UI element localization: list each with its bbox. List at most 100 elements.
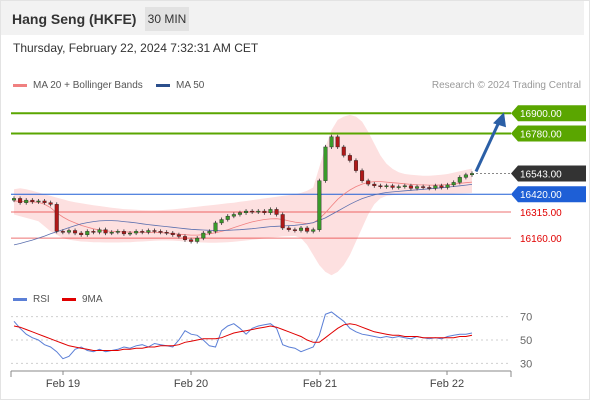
candle-body	[42, 200, 47, 203]
candle-body	[402, 185, 407, 187]
candle-body	[73, 230, 78, 234]
candle-body	[384, 185, 389, 187]
candle-body	[54, 204, 59, 232]
candle-body	[317, 180, 322, 230]
legend-ma50-swatch	[156, 84, 170, 87]
candle-body	[378, 185, 383, 187]
rsi-tick-30: 30	[520, 358, 532, 370]
rsi-line	[13, 311, 473, 360]
candle-body	[170, 232, 175, 235]
candle-body	[225, 215, 230, 220]
candle-body	[250, 210, 255, 213]
level-label-16420: 16420.00	[520, 190, 562, 201]
candle-body	[421, 186, 426, 188]
candle-body	[158, 231, 163, 233]
level-label-16780: 16780.00	[520, 129, 562, 140]
interval-selector[interactable]: 30 MIN	[145, 7, 189, 31]
candle-body	[60, 231, 65, 233]
candle-body	[152, 230, 157, 232]
candle-body	[299, 227, 304, 231]
candles	[11, 134, 475, 244]
candle-body	[470, 173, 475, 176]
candle-body	[103, 229, 108, 234]
level-label-16160: 16160.00	[520, 234, 562, 245]
projection-arrowhead	[493, 112, 506, 128]
candle-body	[292, 229, 297, 231]
timestamp: Thursday, February 22, 2024 7:32:31 AM C…	[13, 41, 259, 55]
candle-body	[274, 209, 279, 215]
candle-body	[201, 232, 206, 239]
candle-body	[36, 200, 41, 203]
candle-body	[176, 234, 181, 237]
level-tag-16420	[511, 186, 586, 203]
candle-body	[134, 231, 139, 234]
candle-body	[427, 187, 432, 189]
candle-body	[182, 236, 187, 240]
candle-body	[335, 136, 340, 148]
candle-body	[408, 185, 413, 189]
level-tag-16543	[511, 165, 586, 182]
legend-ma20[interactable]: MA 20 + Bollinger Bands	[13, 80, 143, 91]
candle-body	[323, 146, 328, 181]
candle-body	[91, 231, 96, 233]
x-tick-label: Feb 21	[303, 378, 337, 390]
legend-9ma-swatch	[62, 298, 76, 301]
candle-body	[433, 185, 438, 189]
candle-body	[445, 184, 450, 188]
candle-body	[189, 239, 194, 242]
candle-body	[329, 136, 334, 148]
candle-body	[305, 227, 310, 232]
x-tick-label: Feb 20	[174, 378, 208, 390]
candle-body	[115, 231, 120, 233]
candle-body	[109, 232, 114, 234]
candle-body	[360, 170, 365, 181]
candle-body	[341, 146, 346, 156]
candle-body	[244, 210, 249, 213]
candle-body	[30, 199, 35, 203]
x-tick-label: Feb 22	[430, 378, 464, 390]
legend-ma20-label: MA 20 + Bollinger Bands	[33, 80, 143, 91]
candle-body	[79, 232, 84, 235]
rsi-tick-70: 70	[520, 312, 532, 324]
candle-body	[457, 177, 462, 183]
candle-body	[207, 231, 212, 234]
candle-body	[463, 174, 468, 178]
candle-body	[415, 186, 420, 189]
legend-ma50[interactable]: MA 50	[156, 80, 204, 91]
candle-body	[372, 183, 377, 186]
candle-body	[195, 237, 200, 242]
candle-body	[396, 186, 401, 188]
candle-body	[140, 231, 145, 233]
candle-body	[66, 230, 71, 233]
legend-ma20-swatch	[13, 84, 27, 87]
legend-rsi-label: RSI	[33, 294, 50, 305]
candle-body	[353, 160, 358, 171]
candle-body	[48, 202, 53, 205]
copyright: Research © 2024 Trading Central	[431, 80, 581, 91]
candle-body	[231, 214, 236, 217]
x-tick-label: Feb 19	[46, 378, 80, 390]
candle-body	[286, 227, 291, 230]
candle-body	[213, 222, 218, 232]
candle-body	[256, 210, 261, 213]
candle-body	[18, 198, 23, 203]
candle-body	[128, 232, 133, 235]
candle-body	[311, 229, 316, 232]
legend-9ma-label: 9MA	[82, 294, 103, 305]
symbol-title: Hang Seng (HKFE)	[12, 11, 137, 27]
level-tag-16780	[511, 125, 586, 142]
candle-body	[164, 232, 169, 234]
candle-body	[146, 230, 151, 233]
candle-body	[390, 185, 395, 188]
projection-arrow-shaft	[474, 123, 500, 173]
candle-body	[347, 155, 352, 161]
candle-body	[237, 212, 242, 215]
header-bar: Hang Seng (HKFE) 30 MIN	[1, 1, 584, 35]
candle-body	[85, 231, 90, 235]
candle-body	[11, 198, 16, 201]
legend-rsi-swatch	[13, 298, 27, 301]
ma50-line	[13, 184, 473, 246]
candle-body	[268, 209, 273, 213]
level-label-16900: 16900.00	[520, 109, 562, 120]
